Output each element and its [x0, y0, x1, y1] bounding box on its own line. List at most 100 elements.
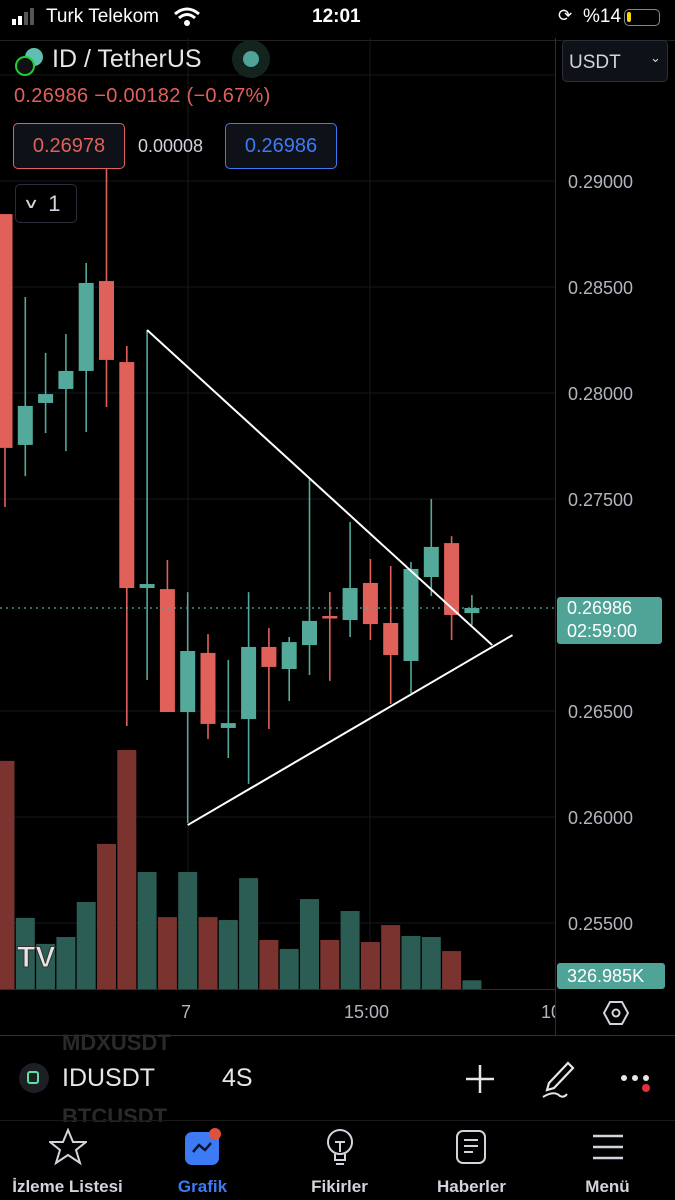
symbol-title[interactable]: ID / TetherUS: [52, 45, 202, 73]
pen-icon[interactable]: [540, 1060, 576, 1100]
tab-chart[interactable]: Grafik: [135, 1128, 270, 1197]
current-price-tag: 0.26986 02:59:00: [557, 597, 662, 644]
volume-bar: [340, 911, 360, 989]
news-icon: [455, 1130, 486, 1164]
price-tick-label: 0.29000: [568, 172, 633, 192]
volume-bar: [137, 872, 157, 989]
volume-bar: [462, 980, 482, 989]
tab-news[interactable]: Haberler: [404, 1128, 539, 1197]
currency-value: USDT: [569, 52, 621, 73]
price-tick-label: 0.25500: [568, 914, 633, 934]
tab-label: Haberler: [437, 1177, 506, 1196]
tradingview-logo: TV: [17, 941, 55, 974]
divider: [0, 1035, 675, 1036]
time-label: 10: [541, 1002, 555, 1022]
interval-selector[interactable]: 4S: [222, 1064, 253, 1092]
volume-bar: [117, 750, 137, 989]
volume-bar: [157, 917, 177, 989]
currency-dropdown[interactable]: USDT ⌄: [562, 40, 668, 82]
candle-body: [281, 642, 297, 670]
candle-body: [423, 546, 439, 578]
candle-body: [119, 362, 135, 589]
volume-bar: [259, 939, 279, 989]
volume-bar: [76, 901, 96, 989]
candle-body: [261, 646, 277, 667]
volume-bar: [97, 843, 116, 989]
price-tick-label: 0.27500: [568, 490, 633, 510]
battery-icon: [624, 9, 660, 26]
candle-body: [220, 723, 236, 728]
volume-bar: [360, 942, 380, 989]
volume-bar: [442, 951, 462, 989]
volume-bar: [198, 917, 218, 989]
price-change: 0.26986 −0.00182 (−0.67%): [14, 85, 271, 108]
time-label: 15:00: [344, 1002, 390, 1022]
tab-watchlist[interactable]: İzleme Listesi: [0, 1127, 135, 1197]
prev-symbol: MDXUSDT: [62, 1030, 171, 1050]
change-value: −0.00182 (−0.67%): [94, 85, 271, 107]
chart-icon: [184, 1128, 221, 1165]
tab-menu[interactable]: Menü: [540, 1128, 675, 1197]
divider: [0, 1120, 675, 1121]
clock: 12:01: [312, 6, 361, 27]
candle-body: [17, 405, 33, 445]
volume-tag: 326.985K: [557, 963, 665, 989]
volume-bar: [300, 899, 319, 989]
menu-icon: [592, 1134, 623, 1160]
candle-body: [322, 616, 338, 619]
rotation-lock-icon: ⟳: [558, 6, 573, 25]
candle-body: [444, 543, 460, 615]
last-price: 0.26986: [14, 85, 89, 107]
current-price: 0.26986: [567, 598, 633, 618]
candle-body: [78, 282, 94, 371]
tab-label: Menü: [585, 1177, 630, 1196]
volume-bar: [15, 917, 35, 989]
market-status-icon[interactable]: [232, 40, 270, 78]
candle-body: [403, 568, 419, 661]
battery-percent: %14: [583, 6, 622, 27]
signal-icon: [12, 8, 34, 25]
carrier: Turk Telekom: [46, 6, 159, 27]
next-symbol: BTCUSDT: [62, 1104, 168, 1122]
wifi-icon: [174, 7, 200, 26]
buy-button[interactable]: 0.26986: [225, 123, 337, 169]
volume-bar: [401, 935, 421, 989]
symbol-selector[interactable]: IDUSDT: [62, 1064, 156, 1092]
tab-label: Grafik: [177, 1177, 228, 1196]
sell-button[interactable]: 0.26978: [13, 123, 125, 169]
volume-bar: [56, 937, 76, 989]
volume-bar: [218, 920, 238, 989]
indicators-toggle[interactable]: ∨ 1: [15, 184, 77, 223]
plus-icon[interactable]: [464, 1063, 496, 1095]
time-axis[interactable]: 7 15:00 10: [0, 990, 555, 1035]
symbol-logo-icon: [15, 48, 47, 78]
candle-body: [241, 646, 257, 720]
candle-body: [464, 607, 480, 614]
volume-bar: [279, 948, 299, 989]
indicator-count: 1: [48, 190, 61, 216]
volume-bar: [381, 925, 401, 989]
status-bar: Turk Telekom 12:01 ⟳ %14: [0, 0, 675, 36]
trendline: [146, 329, 493, 646]
lightbulb-icon: [326, 1129, 353, 1165]
volume-bar: [36, 943, 56, 989]
candle-body: [159, 589, 175, 713]
price-chart[interactable]: 0.29000 0.28500 0.28000 0.27500 0.26500 0.260…: [0, 38, 675, 1035]
candle-body: [0, 214, 13, 448]
tab-ideas[interactable]: Fikirler: [272, 1128, 407, 1197]
volume-bar: [178, 872, 198, 989]
volume-bar: [421, 937, 441, 989]
time-label: 7: [181, 1002, 192, 1022]
bar-countdown: 02:59:00: [567, 621, 638, 641]
tab-label: İzleme Listesi: [12, 1177, 123, 1196]
divider: [0, 40, 675, 41]
more-icon[interactable]: [620, 1068, 654, 1094]
price-tick-label: 0.28000: [568, 384, 633, 404]
chevron-down-icon: ⌄: [650, 50, 661, 65]
price-tick-label: 0.26500: [568, 702, 633, 722]
candle-body: [99, 281, 114, 360]
candle-body: [342, 588, 358, 621]
price-tick-label: 0.28500: [568, 278, 633, 298]
settings-icon[interactable]: [603, 1000, 629, 1026]
candle-body: [362, 582, 378, 625]
